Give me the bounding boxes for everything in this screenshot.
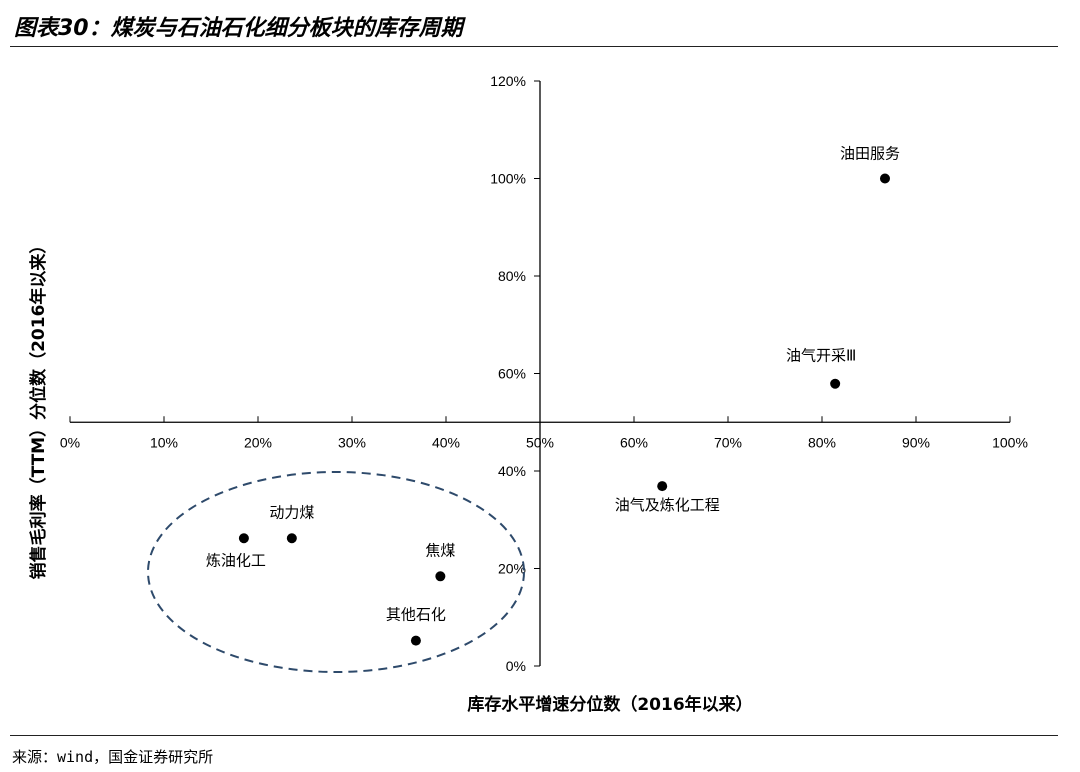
highlight-ellipse bbox=[147, 471, 525, 673]
x-tick-labels: 0% 10% 20% 30% 40% 50% 60% 70% 80% 90% 100% bbox=[60, 434, 1028, 450]
x-tick-label: 50% bbox=[526, 434, 554, 450]
source-note: 来源：wind，国金证券研究所 bbox=[12, 748, 214, 766]
x-tick-label: 70% bbox=[714, 434, 742, 450]
y-tick-label: 100% bbox=[490, 171, 526, 187]
highlight-ellipse-group bbox=[147, 471, 525, 673]
data-point-label: 油气及炼化工程 bbox=[615, 496, 720, 514]
x-tick-label: 80% bbox=[808, 434, 836, 450]
figure-title: 图表30：煤炭与石油石化细分板块的库存周期 bbox=[14, 16, 463, 41]
y-tick-label: 20% bbox=[498, 561, 526, 577]
x-tick-label: 30% bbox=[338, 434, 366, 450]
data-point bbox=[286, 533, 297, 544]
x-tick-label: 20% bbox=[244, 434, 272, 450]
y-axis-label: 销售毛利率（TTM）分位数（2016年以来） bbox=[28, 237, 49, 580]
y-tick-label: 120% bbox=[490, 73, 526, 89]
x-axis-label: 库存水平增速分位数（2016年以来） bbox=[467, 694, 752, 715]
data-point bbox=[830, 378, 841, 389]
x-tick-label: 40% bbox=[432, 434, 460, 450]
x-tick-label: 90% bbox=[902, 434, 930, 450]
data-point bbox=[238, 533, 249, 544]
axes-group bbox=[69, 80, 1011, 667]
scatter-chart: 0% 10% 20% 30% 40% 50% 60% 70% 80% 90% 100% 0%20%4… bbox=[28, 73, 1028, 715]
data-point-label: 焦煤 bbox=[425, 541, 455, 559]
data-point-label: 油气开采Ⅲ bbox=[786, 347, 856, 365]
top-rule bbox=[10, 46, 1058, 47]
data-point bbox=[410, 635, 421, 646]
y-tick-labels: 0% 20% 40% 60% 80% 100% 120% bbox=[490, 73, 526, 674]
y-tick-label: 0% bbox=[506, 658, 526, 674]
data-point-label: 炼油化工 bbox=[206, 551, 266, 569]
data-point bbox=[435, 571, 446, 582]
x-tick-label: 60% bbox=[620, 434, 648, 450]
data-point-label: 其他石化 bbox=[386, 606, 446, 624]
x-tick-label: 10% bbox=[150, 434, 178, 450]
data-point bbox=[879, 173, 890, 184]
y-tick-label: 60% bbox=[498, 366, 526, 382]
x-tick-label: 0% bbox=[60, 434, 80, 450]
data-point-label: 动力煤 bbox=[269, 503, 314, 521]
x-tick-label: 100% bbox=[992, 434, 1028, 450]
y-tick-label: 80% bbox=[498, 268, 526, 284]
data-point bbox=[657, 481, 668, 492]
y-tick-label: 40% bbox=[498, 463, 526, 479]
bottom-rule bbox=[10, 735, 1058, 736]
data-point-label: 油田服务 bbox=[840, 145, 900, 163]
